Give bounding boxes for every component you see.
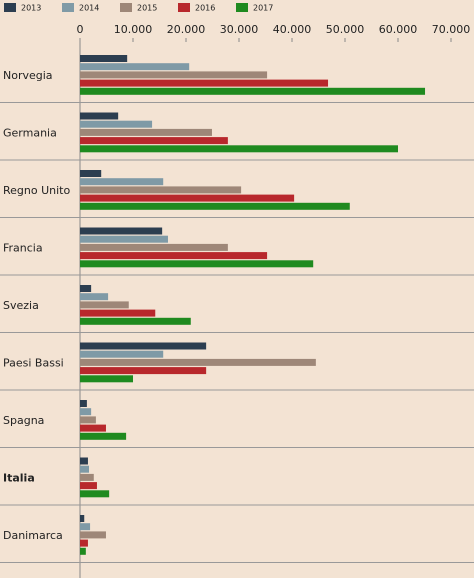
legend-swatch [120,3,132,12]
bar [80,243,228,251]
bar [80,137,228,145]
bar [80,342,207,350]
bar [80,285,92,292]
x-tick-label: 0 [77,23,84,36]
x-tick-label: 40.000 [273,23,312,36]
bar [80,260,314,268]
bar [80,482,97,490]
bar [80,293,109,301]
bar [80,375,133,383]
bar [80,350,164,358]
bar [80,186,242,194]
legend-label: 2016 [195,4,215,13]
bar [80,128,212,136]
bar [80,416,96,424]
bar [80,547,86,555]
x-tick-label: 30.000 [220,23,259,36]
bar [80,317,191,325]
legend-label: 2014 [79,4,99,13]
category-label: Regno Unito [3,184,70,197]
bar [80,490,110,498]
bar [80,473,94,481]
category-label: Paesi Bassi [3,356,64,369]
bar [80,465,90,473]
legend-swatch [62,3,74,12]
bar [80,145,398,153]
bar [80,202,350,210]
bar [80,178,164,186]
bar [80,63,190,71]
bar [80,170,102,177]
bar [80,301,129,309]
legend-swatch [178,3,190,12]
category-label: Danimarca [3,529,63,542]
bar [80,309,156,317]
legend-label: 2017 [253,4,273,13]
category-label: Italia [3,471,35,484]
x-tick-label: 20.000 [167,23,206,36]
bar [80,400,87,407]
x-tick-label: 10.000 [114,23,153,36]
category-label: Norvegia [3,69,53,82]
category-label: Svezia [3,299,39,312]
bar [80,235,168,243]
category-label: Germania [3,126,57,139]
bar [80,408,92,416]
bar [80,252,268,260]
bar [80,358,316,366]
x-tick-label: 70.000 [432,23,471,36]
legend-label: 2015 [137,4,157,13]
bar [80,112,119,120]
bar [80,227,163,235]
category-label: Francia [3,241,43,254]
category-label: Spagna [3,414,44,427]
bar [80,523,91,531]
bar [80,531,106,539]
bar [80,457,88,465]
bar [80,71,268,79]
bar [80,87,426,95]
bar [80,515,85,522]
x-tick-label: 50.000 [326,23,365,36]
legend-label: 2013 [21,4,41,13]
legend-swatch [4,3,16,12]
bar [80,194,295,202]
legend-swatch [236,3,248,12]
bar [80,55,128,62]
bar [80,367,207,375]
bar [80,432,127,440]
bar [80,539,88,547]
x-tick-label: 60.000 [379,23,418,36]
bar [80,424,106,432]
bar [80,79,329,87]
bar [80,120,153,128]
